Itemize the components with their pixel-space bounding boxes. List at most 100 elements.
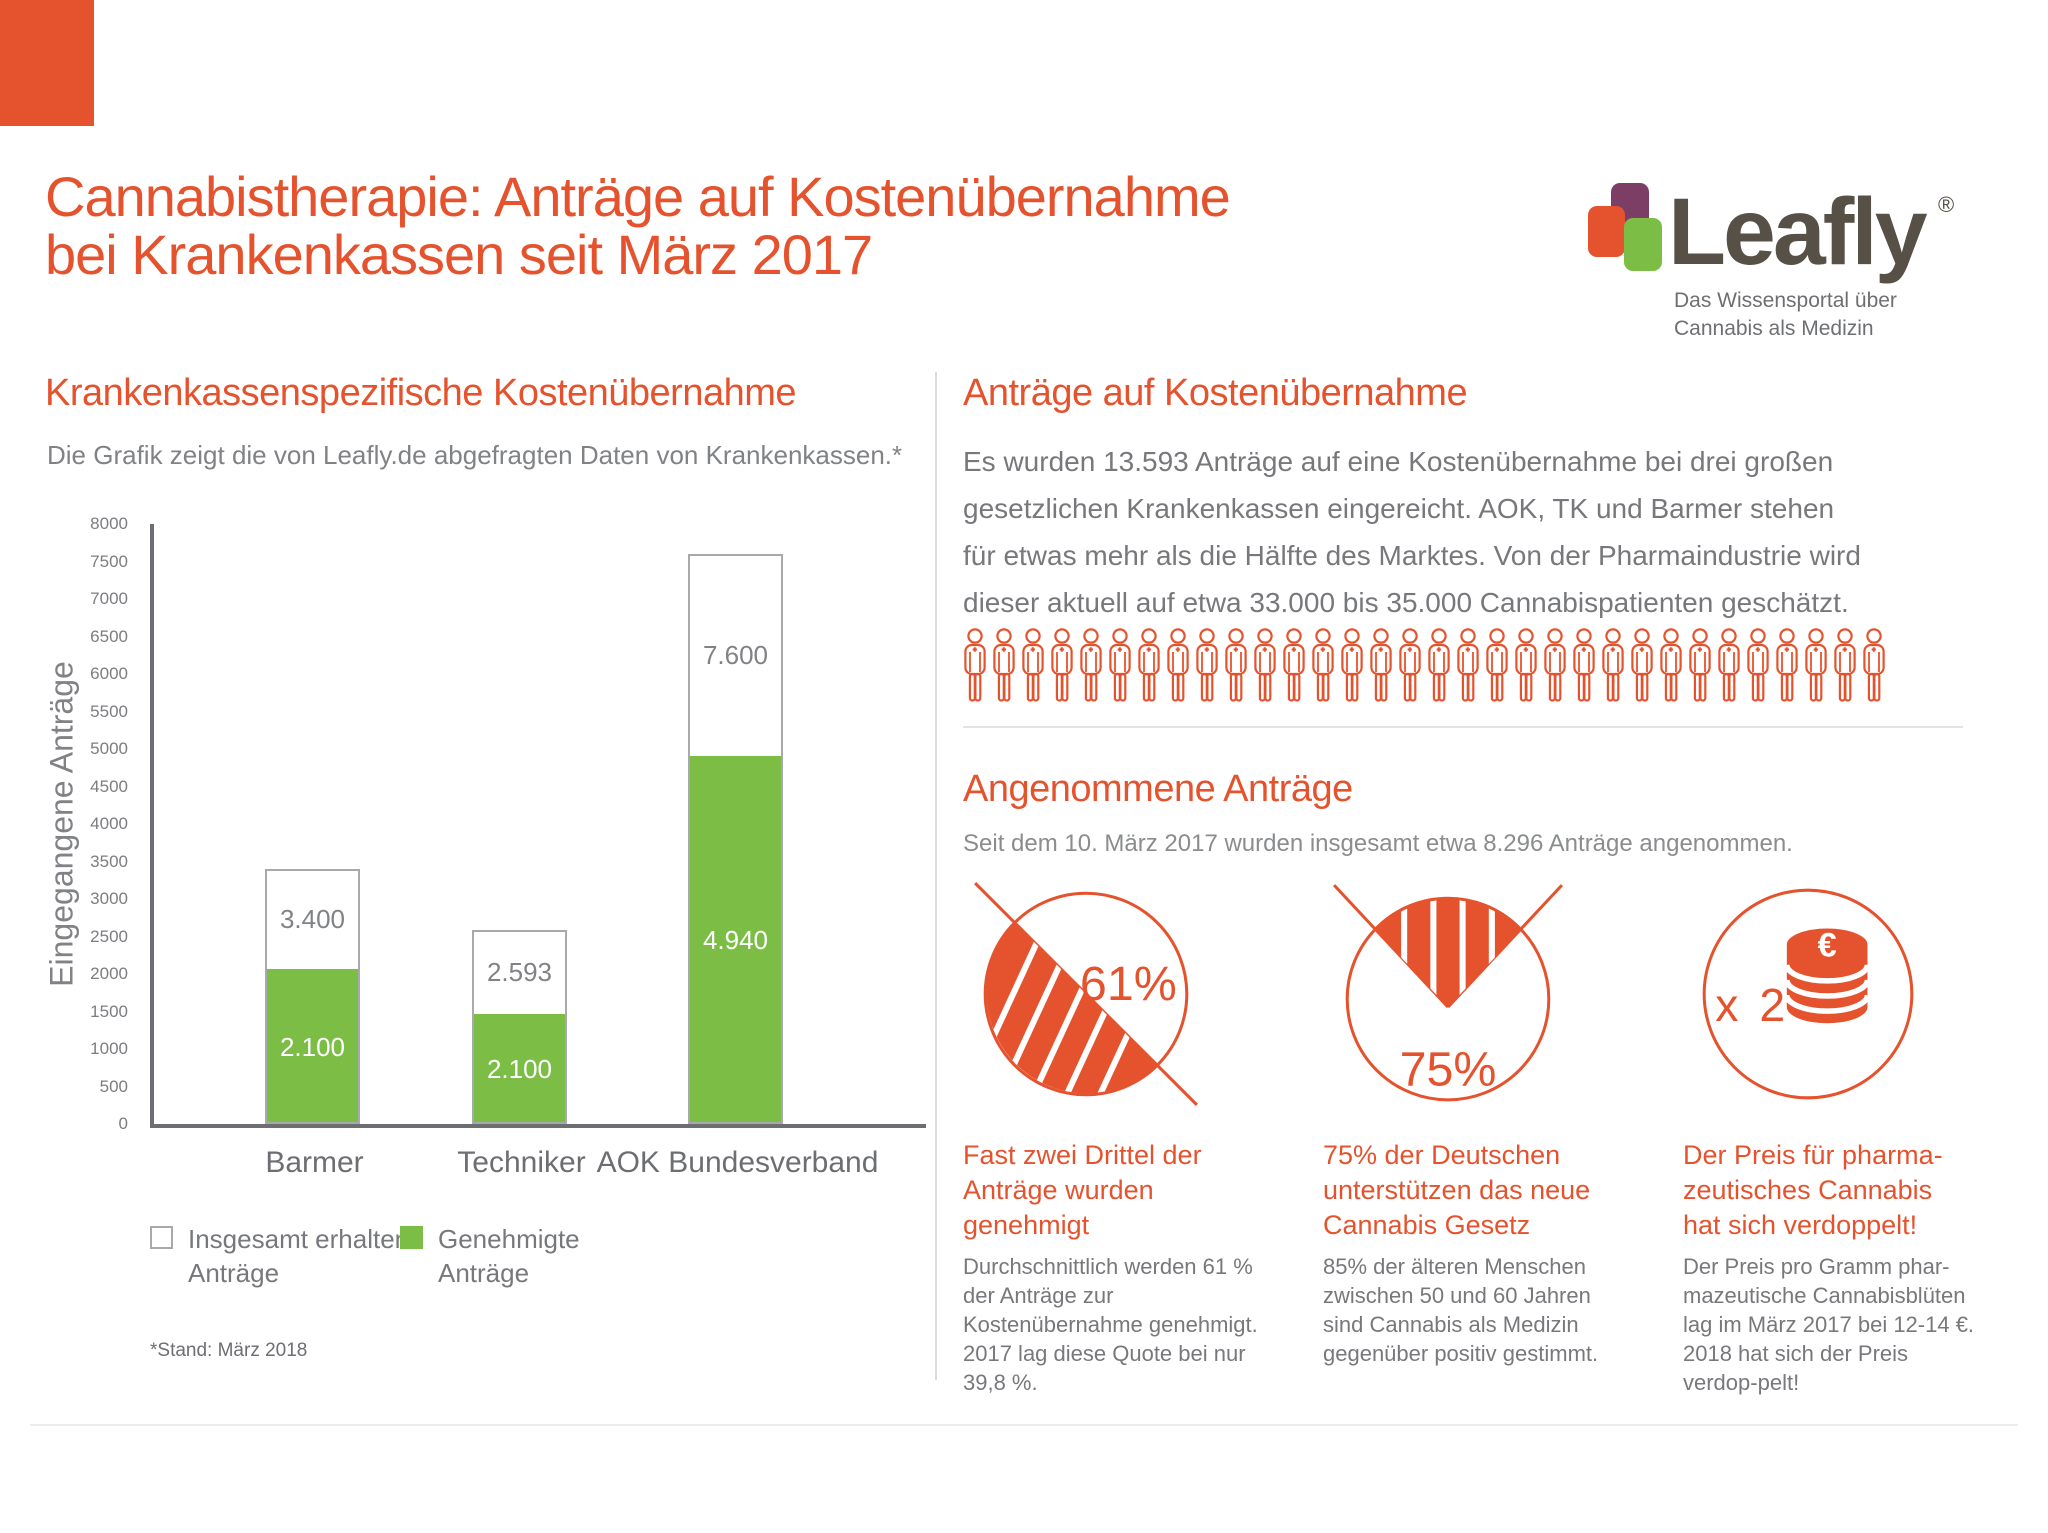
footnote: *Stand: März 2018 [150, 1340, 308, 1361]
bar-total-segment: 7.600 [690, 556, 781, 756]
right-bottom-heading: Angenommene Anträge [963, 768, 1353, 810]
patient-person-icon [1369, 628, 1393, 702]
bar-total-segment: 2.593 [474, 932, 565, 1014]
stat-1-heading: Fast zwei Drittel der Anträge wurden gen… [963, 1140, 1202, 1240]
patient-person-icon [1630, 628, 1654, 702]
y-axis-ticks: 0 500 1000 1500 2000 2500 3000 3500 4000 4500 5000… [58, 514, 138, 1133]
patient-person-icon [1079, 628, 1103, 702]
patient-person-icon [1311, 628, 1335, 702]
legend-label-total: Insgesamt erhaltene Anträge [188, 1224, 424, 1288]
patient-person-icon [1456, 628, 1480, 702]
patient-person-icon [1717, 628, 1741, 702]
patient-person-icon [1340, 628, 1364, 702]
page-title-line2: bei Krankenkassen seit März 2017 [45, 223, 873, 286]
patient-person-icon [1166, 628, 1190, 702]
patient-person-icon [963, 628, 987, 702]
patient-person-icon [1659, 628, 1683, 702]
y-tick-label: 2500 [90, 926, 128, 946]
bottom-divider [30, 1424, 2018, 1426]
segment-hatch-stripes [986, 929, 1137, 1094]
patient-person-icon [1775, 628, 1799, 702]
stat-2-heading: 75% der Deutschen unterstützen das neue … [1323, 1140, 1591, 1240]
legend-item-approved: Genehmigte Anträge [400, 1222, 603, 1290]
patient-person-icon [1108, 628, 1132, 702]
right-bottom-subtitle: Seit dem 10. März 2017 wurden insgesamt … [963, 830, 1793, 857]
y-tick-label: 4500 [90, 776, 128, 796]
bar-barmer: 3.400 2.100 [265, 869, 360, 1124]
stat-price-doubled-graphic: x 2 € [1702, 888, 1914, 1100]
chart-subtitle: Die Grafik zeigt die von Leafly.de abgef… [47, 440, 903, 470]
patient-person-icon [1514, 628, 1538, 702]
y-tick-label: 6000 [90, 664, 128, 683]
bar-approved-value-label: 2.100 [486, 1054, 553, 1085]
y-tick-label: 1500 [90, 1001, 128, 1021]
x-category-label: Techniker [457, 1146, 586, 1179]
y-tick-label: 7000 [90, 589, 128, 608]
x-category-label: Barmer [265, 1146, 364, 1179]
patient-person-icon [1862, 628, 1886, 702]
stat-75-value: 75% [1400, 1043, 1497, 1097]
y-tick-label: 7500 [90, 551, 128, 571]
bar-aok-bundesverband: 7.600 4.940 [688, 554, 783, 1124]
stat-61-value: 61% [1080, 957, 1177, 1011]
patient-person-icon [1572, 628, 1596, 702]
bar-approved-segment: 2.100 [267, 968, 358, 1122]
brand-corner-mark [0, 0, 94, 126]
x-category-label: AOK Bundesverband [596, 1146, 879, 1179]
patient-person-icon [1485, 628, 1509, 702]
y-tick-label: 3000 [90, 889, 128, 908]
bar-approved-segment: 2.100 [474, 1013, 565, 1122]
stat-3-body: Der Preis pro Gramm phar-mazeutische Can… [1683, 1254, 1975, 1395]
patient-person-icon [1282, 628, 1306, 702]
vertical-divider [935, 372, 937, 1380]
patient-person-icon [1804, 628, 1828, 702]
stat-3-heading: Der Preis für pharma-zeutisches Cannabis… [1683, 1140, 1943, 1240]
page-title-line1: Cannabistherapie: Anträge auf Kostenüber… [45, 165, 1231, 228]
y-tick-label: 1000 [90, 1039, 128, 1058]
euro-coin-stack-icon: € [1784, 927, 1871, 1024]
patient-person-icon [992, 628, 1016, 702]
pictogram-divider [963, 726, 1963, 728]
patient-person-icon [1021, 628, 1045, 702]
patient-person-icon [1050, 628, 1074, 702]
logo-tagline: Das Wissensportal über Cannabis als Medi… [1674, 287, 1897, 343]
y-tick-label: 0 [118, 1114, 128, 1133]
y-tick-label: 5500 [90, 701, 128, 721]
logo-wordmark: Leafly [1668, 179, 1928, 285]
patient-person-icon [1746, 628, 1770, 702]
logo-orange-square [1588, 206, 1625, 257]
bar-approved-value-label: 2.100 [279, 1031, 346, 1062]
bar-total-value-label: 7.600 [702, 640, 769, 671]
y-tick-label: 2000 [90, 964, 128, 983]
stat-circle-outline [983, 891, 1189, 1097]
logo-tagline-line1: Das Wissensportal über [1674, 289, 1897, 312]
patient-person-icon [1398, 628, 1422, 702]
euro-symbol: € [1818, 927, 1837, 965]
bar-techniker: 2.593 2.100 [472, 929, 567, 1124]
patients-pictogram-row [963, 628, 1886, 702]
y-tick-label: 6500 [90, 626, 128, 646]
legend-swatch-approved [400, 1226, 423, 1249]
legend-swatch-total [150, 1226, 173, 1249]
patient-person-icon [1195, 628, 1219, 702]
legend-label-approved: Genehmigte Anträge [438, 1224, 580, 1288]
patient-person-icon [1543, 628, 1567, 702]
left-section-heading: Krankenkassenspezifische Kostenübernahme [45, 372, 797, 414]
logo-green-square [1624, 218, 1662, 271]
patient-person-icon [1427, 628, 1451, 702]
filled-wedge [1374, 898, 1522, 1008]
bar-approved-segment: 4.940 [690, 755, 781, 1122]
y-tick-label: 4000 [90, 814, 128, 833]
y-tick-label: 8000 [90, 514, 128, 533]
bar-total-value-label: 2.593 [486, 957, 553, 988]
stat-circle-outline [1702, 888, 1914, 1100]
y-tick-label: 5000 [90, 739, 128, 758]
logo-tagline-line2: Cannabis als Medizin [1674, 317, 1874, 340]
patient-person-icon [1833, 628, 1857, 702]
y-tick-label: 3500 [90, 851, 128, 871]
bar-total-segment: 3.400 [267, 871, 358, 969]
bar-approved-value-label: 4.940 [702, 925, 769, 956]
stat-61-percent-graphic: 61% [974, 882, 1198, 1106]
stat-x2-value: x 2 [1715, 979, 1789, 1031]
